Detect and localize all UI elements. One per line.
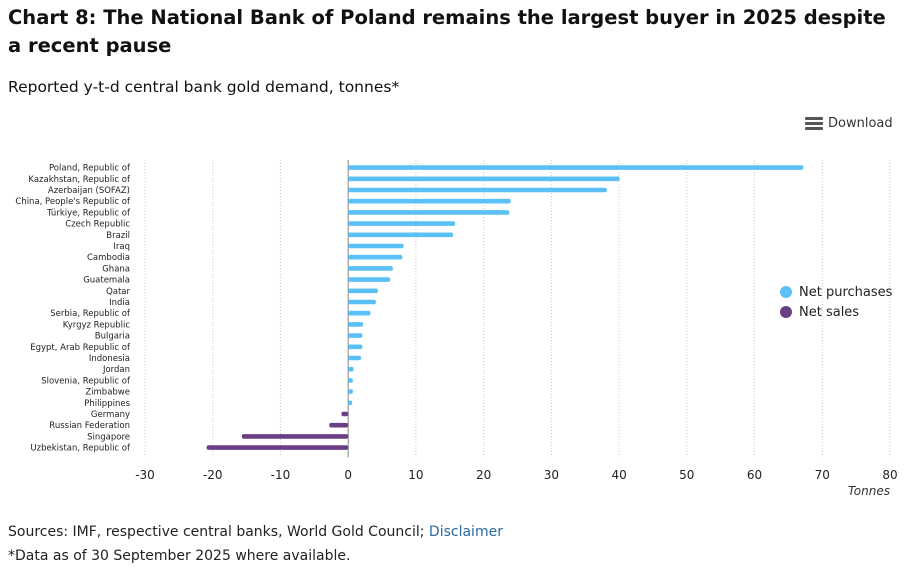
- category-label: India: [109, 298, 130, 308]
- category-label: Kyrgyz Republic: [63, 320, 131, 330]
- category-label: Russian Federation: [49, 421, 130, 431]
- category-label: Brazil: [106, 231, 130, 241]
- bar: [348, 243, 404, 249]
- x-tick-label: -20: [203, 468, 223, 482]
- bar: [348, 378, 353, 383]
- x-tick-label: 10: [408, 468, 423, 482]
- download-button[interactable]: Download: [805, 116, 893, 131]
- x-tick-label: 50: [679, 468, 694, 482]
- category-label: Indonesia: [89, 354, 130, 364]
- category-label: Poland, Republic of: [49, 164, 131, 174]
- legend: Net purchases Net sales: [780, 282, 892, 322]
- category-label: Egypt, Arab Republic of: [30, 343, 131, 353]
- bar: [348, 232, 454, 238]
- bar: [348, 198, 511, 204]
- bar: [348, 254, 403, 260]
- category-label: Czech Republic: [65, 220, 130, 230]
- sources-text: Sources: IMF, respective central banks, …: [8, 524, 425, 540]
- legend-swatch-sales: [780, 306, 792, 318]
- bar: [348, 299, 376, 305]
- legend-label-purchases: Net purchases: [799, 284, 893, 300]
- legend-item-net-purchases[interactable]: Net purchases: [780, 282, 892, 302]
- category-label: Ghana: [102, 264, 130, 274]
- bar: [348, 210, 510, 215]
- category-label: Uzbekistan, Republic of: [30, 444, 131, 454]
- legend-label-sales: Net sales: [799, 304, 860, 320]
- category-label: Zimbabwe: [85, 388, 130, 398]
- bar: [348, 277, 391, 282]
- category-label: Serbia, Republic of: [50, 309, 131, 319]
- x-tick-label: 40: [611, 468, 626, 482]
- bar: [241, 434, 349, 439]
- bar: [206, 445, 349, 450]
- category-label: Germany: [91, 410, 130, 420]
- x-axis-label: Tonnes: [848, 484, 890, 498]
- bar: [348, 221, 456, 226]
- download-label: Download: [828, 116, 893, 131]
- x-tick-label: 0: [344, 468, 352, 482]
- legend-swatch-purchases: [780, 286, 792, 298]
- x-tick-label: 20: [476, 468, 491, 482]
- bar: [348, 310, 371, 316]
- category-label: Guatemala: [83, 276, 130, 286]
- x-tick-label: 80: [882, 468, 897, 482]
- bar: [329, 422, 349, 428]
- footnote: *Data as of 30 September 2025 where avai…: [8, 548, 351, 564]
- category-label: Singapore: [87, 432, 130, 442]
- bar: [341, 411, 349, 417]
- x-tick-label: 70: [815, 468, 830, 482]
- category-label: Jordan: [102, 365, 130, 375]
- bar: [348, 400, 353, 406]
- bar: [348, 333, 363, 338]
- category-label: China, People's Republic of: [15, 197, 131, 207]
- bar: [348, 165, 804, 170]
- category-label: Cambodia: [87, 253, 130, 263]
- category-label: Bulgaria: [95, 332, 130, 342]
- bar: [348, 176, 620, 182]
- bar: [348, 355, 362, 361]
- category-label: Qatar: [106, 287, 130, 297]
- x-tick-label: 60: [747, 468, 762, 482]
- chart-title: Chart 8: The National Bank of Poland rem…: [8, 6, 886, 57]
- category-label: Türkiye, Republic of: [46, 208, 131, 218]
- bar: [348, 266, 393, 271]
- category-label: Slovenia, Republic of: [41, 376, 131, 386]
- chart-subtitle: Reported y-t-d central bank gold demand,…: [8, 78, 400, 96]
- bar: [348, 288, 378, 294]
- x-tick-label: -30: [135, 468, 155, 482]
- x-tick-label: -10: [271, 468, 291, 482]
- x-tick-label: 30: [544, 468, 559, 482]
- category-label: Philippines: [84, 399, 130, 409]
- category-label: Iraq: [113, 242, 130, 252]
- legend-item-net-sales[interactable]: Net sales: [780, 302, 892, 322]
- bar: [348, 187, 607, 193]
- category-label: Kazakhstan, Republic of: [28, 175, 131, 185]
- bar: [348, 389, 353, 394]
- sources-note: Sources: IMF, respective central banks, …: [8, 524, 503, 540]
- category-label: Azerbaijan (SOFAZ): [48, 186, 130, 196]
- menu-icon: [805, 117, 823, 130]
- bar: [348, 366, 354, 372]
- bar: [348, 344, 363, 350]
- disclaimer-link[interactable]: Disclaimer: [428, 524, 503, 540]
- bar: [348, 322, 364, 327]
- bar-chart: -30 -20 -10 0 10 20 30 40 50 60 70 80 Tonnes Poland, …: [15, 160, 898, 498]
